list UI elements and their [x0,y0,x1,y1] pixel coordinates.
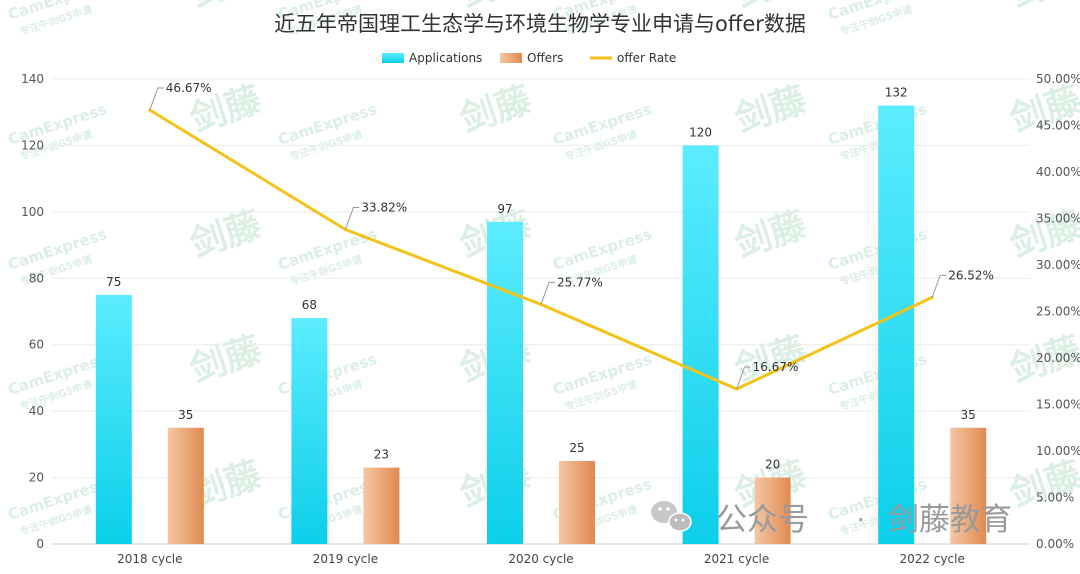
y-right-tick-label: 30.00% [1036,258,1080,272]
y-right-tick-label: 50.00% [1036,72,1080,86]
svg-text:剑藤: 剑藤 [1005,454,1080,516]
footer-dot: · [857,506,865,534]
x-tick-label: 2018 cycle [117,552,182,566]
data-label-offers: 35 [961,408,976,422]
svg-text:剑藤: 剑藤 [730,204,811,266]
svg-text:剑藤: 剑藤 [455,79,536,141]
leader-line [736,366,751,390]
wechat-icon [651,501,692,532]
data-label-offers: 35 [178,408,193,422]
data-label-offers: 20 [765,458,780,472]
bars [95,105,987,545]
data-label-applications: 97 [497,202,512,216]
y-right-tick-label: 20.00% [1036,351,1080,365]
y-right-tick-label: 40.00% [1036,165,1080,179]
gridlines [52,78,1030,545]
bar-offers [559,460,595,544]
bar-offers [754,477,791,544]
data-label-offers: 25 [569,441,584,455]
x-tick-label: 2022 cycle [900,552,965,566]
leader-line [344,206,360,230]
bar-applications [95,294,132,544]
legend-item[interactable]: Offers [500,51,563,65]
legend-label: Applications [409,51,482,65]
svg-text:剑藤: 剑藤 [730,79,811,141]
bar-offers [167,427,204,544]
x-tick-label: 2020 cycle [508,552,573,566]
y-left-tick-label: 120 [21,138,44,152]
bar-offers [363,467,400,544]
line-offer-rate [149,108,933,391]
footer-platform: 公众号 [716,502,809,538]
y-right-tick-label: 25.00% [1036,305,1080,319]
leader-line [540,281,555,305]
legend-swatch [500,53,522,63]
legend-item[interactable]: offer Rate [590,51,676,65]
y-right-tick-label: 5.00% [1036,491,1074,505]
legend-label: offer Rate [617,51,676,65]
data-label-offer-rate: 46.67% [166,81,212,95]
svg-text:剑藤: 剑藤 [185,329,266,391]
data-label-applications: 68 [302,298,317,312]
y-left-tick-label: 20 [29,471,44,485]
y-left-tick-label: 0 [36,537,44,551]
leader-line [149,87,164,111]
data-label-applications: 120 [689,125,712,139]
bar-applications [487,221,523,545]
bar-applications [291,318,328,544]
leader-line [931,274,947,298]
legend-swatch [382,53,404,63]
footer-name: 剑藤教育 [888,502,1012,538]
wechat-footer: 公众号 · 剑藤教育 [651,501,1012,538]
x-tick-label: 2021 cycle [704,552,769,566]
y-right-tick-label: 45.00% [1036,119,1080,133]
data-label-applications: 75 [106,275,121,289]
data-labels: 75 68 97 120 132 35 23 25 20 35 46.67% 33.82% 25.77%… [106,81,994,472]
legend-item[interactable]: Applications [382,51,482,65]
data-label-offer-rate: 16.67% [753,360,799,374]
axes: 0 20 40 60 80 100 120 140 0.00% 5.00% 10.00% 15.00%… [21,72,1080,566]
bar-applications [878,105,915,545]
y-left-tick-label: 140 [21,72,44,86]
bar-applications [682,145,719,544]
y-left-tick-label: 100 [21,205,44,219]
y-left-tick-label: 80 [29,271,44,285]
x-tick-label: 2019 cycle [313,552,378,566]
y-right-tick-label: 10.00% [1036,444,1080,458]
legend-label: Offers [527,51,563,65]
data-label-applications: 132 [885,86,908,100]
legend[interactable]: Applications Offers offer Rate [382,51,676,65]
data-label-offer-rate: 33.82% [361,200,407,214]
data-label-offers: 23 [374,448,389,462]
bar-offers [950,427,987,544]
rate-line [148,108,934,391]
y-left-tick-label: 60 [29,338,44,352]
svg-text:剑藤: 剑藤 [185,204,266,266]
data-label-offer-rate: 25.77% [557,275,603,289]
y-right-tick-label: 0.00% [1036,537,1074,551]
chart-title: 近五年帝国理工生态学与环境生物学专业申请与offer数据 [274,12,806,36]
y-right-tick-label: 15.00% [1036,398,1080,412]
y-right-tick-label: 35.00% [1036,212,1080,226]
y-left-tick-label: 40 [29,404,44,418]
data-label-offer-rate: 26.52% [948,268,994,282]
